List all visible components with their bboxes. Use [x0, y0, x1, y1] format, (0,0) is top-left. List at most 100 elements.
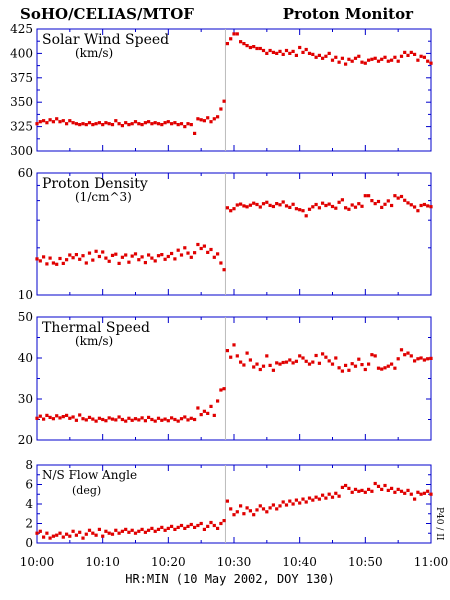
data-point [235, 510, 239, 514]
y-tick-label: 0 [25, 536, 33, 550]
data-point [242, 204, 246, 208]
data-point [222, 519, 226, 523]
data-point [367, 487, 371, 491]
data-point [367, 58, 371, 62]
y-tick-label: 2 [25, 517, 33, 531]
data-point [337, 366, 341, 370]
data-point [42, 119, 46, 123]
data-point [206, 524, 210, 528]
y-tick-label: 4 [25, 497, 33, 511]
data-point [265, 200, 269, 204]
data-point [284, 204, 289, 208]
data-point [156, 416, 161, 420]
data-point [107, 416, 111, 420]
data-point [242, 363, 246, 367]
data-point [147, 253, 151, 257]
data-point [186, 524, 190, 528]
data-point [45, 413, 49, 417]
data-point [189, 255, 193, 259]
y-tick-label: 325 [10, 120, 33, 134]
data-point [124, 121, 128, 125]
data-point [383, 55, 387, 59]
data-point [114, 418, 118, 422]
data-point [176, 525, 180, 529]
data-point [186, 418, 190, 422]
data-point [419, 203, 423, 208]
data-point [78, 530, 82, 534]
data-point [97, 254, 101, 259]
data-point [353, 56, 358, 60]
data-point [45, 262, 49, 266]
data-point [291, 49, 295, 53]
data-point [193, 417, 197, 422]
data-point [393, 490, 397, 494]
data-point [133, 531, 138, 535]
data-point [275, 361, 279, 365]
data-point [396, 357, 400, 361]
data-point [107, 531, 111, 535]
data-point [117, 415, 121, 419]
data-point [84, 418, 88, 422]
data-point [288, 358, 292, 362]
data-point [84, 123, 88, 127]
data-point [120, 417, 124, 422]
data-point [137, 122, 141, 126]
data-point [35, 257, 39, 261]
data-point [350, 362, 354, 366]
data-point [183, 125, 187, 129]
data-point [176, 248, 180, 252]
panel-3: 20 30 40 50 Thermal Speed(km/s) [18, 310, 433, 447]
data-point [35, 122, 39, 126]
data-point [324, 355, 328, 359]
data-point [143, 419, 147, 423]
data-point [426, 357, 430, 361]
data-point [61, 535, 65, 539]
data-point [183, 526, 187, 530]
x-axis-label: HR:MIN (10 May 2002, DOY 130) [125, 572, 335, 586]
data-point [268, 48, 272, 53]
data-point [48, 256, 52, 260]
data-point [156, 527, 161, 531]
data-point [94, 249, 98, 253]
data-point [51, 534, 55, 538]
data-point [202, 119, 206, 123]
data-point [242, 42, 246, 46]
data-point [51, 417, 55, 421]
data-point [35, 531, 39, 535]
data-point [71, 256, 75, 260]
data-point [206, 411, 210, 415]
data-point [130, 528, 134, 532]
data-point [183, 246, 187, 250]
data-point [258, 46, 262, 51]
data-point [179, 523, 184, 528]
data-point [284, 503, 289, 507]
data-point [268, 363, 272, 367]
data-point [202, 244, 206, 248]
data-point [202, 527, 206, 531]
data-point [166, 254, 170, 259]
data-point [294, 207, 298, 211]
data-point [225, 349, 229, 353]
data-point [383, 483, 387, 488]
data-point [179, 253, 184, 257]
data-point [337, 60, 341, 64]
data-point [390, 58, 394, 62]
data-point [252, 365, 256, 369]
data-point [235, 203, 239, 207]
data-point [153, 259, 157, 263]
data-point [193, 131, 197, 135]
data-point [55, 117, 59, 121]
data-point [265, 51, 269, 55]
data-point [334, 491, 338, 495]
data-point [301, 50, 305, 54]
data-point [413, 359, 417, 363]
data-point [291, 202, 295, 206]
data-point [87, 251, 92, 255]
data-point [350, 203, 354, 207]
data-point [330, 362, 335, 366]
x-tick-label: 11:00 [414, 555, 449, 569]
data-point [337, 200, 341, 204]
data-point [209, 520, 213, 525]
data-point [150, 256, 154, 260]
data-point [127, 260, 131, 264]
